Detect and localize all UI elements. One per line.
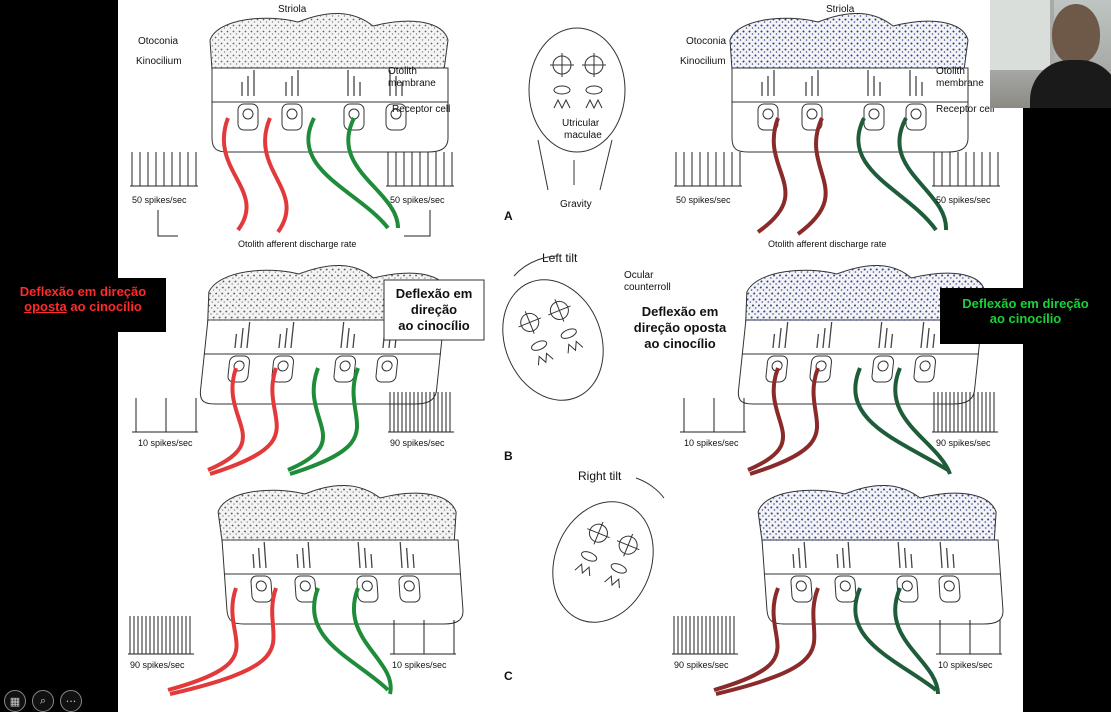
rate-label-b-right-panel-right: 90 spikes/sec: [936, 438, 991, 448]
kinocilium-label-right: Kinocilium: [680, 56, 726, 67]
callout-green-line-1: Deflexão em direção: [962, 296, 1089, 311]
callout-box-line-1: Deflexão em: [396, 286, 473, 301]
grid-icon[interactable]: ▦: [4, 690, 26, 712]
spike-train-a-right-2: [674, 152, 1000, 187]
spike-train-a-right: [386, 152, 454, 187]
callout-box-line-3: ao cinocílio: [398, 318, 470, 333]
organ-c-left: [215, 484, 465, 625]
receptor-cell-label: Receptor cell: [392, 104, 450, 115]
membrane-label: membrane: [388, 78, 436, 89]
kinocilium-label: Kinocilium: [136, 56, 182, 67]
webcam-thumbnail: [990, 0, 1111, 108]
mid-callout-line-1: Deflexão em: [642, 304, 719, 319]
striola-label-right: Striola: [826, 4, 855, 15]
nerve-fibers-b-right: [747, 367, 952, 476]
rate-label-c-right-panel-left: 90 spikes/sec: [674, 660, 729, 670]
organ-a-left: [209, 12, 449, 153]
left-tilt-label: Left tilt: [542, 251, 578, 265]
mid-callout-line-3: ao cinocílio: [644, 336, 716, 351]
spike-train-b-right: [388, 392, 454, 433]
callout-red-line-2: oposta ao cinocílio: [0, 299, 166, 314]
callout-red: Deflexão em direção oposta ao cinocílio: [0, 278, 166, 332]
callout-green: Deflexão em direção ao cinocílio: [940, 288, 1111, 344]
organ-b-right: [734, 264, 989, 405]
spike-train-c-left: [128, 616, 456, 655]
organ-c-right: [755, 484, 1005, 625]
utricular-label: Utricular: [562, 118, 600, 129]
callout-red-rest: ao cinocílio: [66, 299, 142, 314]
right-tilt-label: Right tilt: [578, 469, 622, 483]
callout-box: [383, 279, 485, 341]
callout-box-line-2: direção: [411, 302, 457, 317]
nerve-fibers-c-left: [167, 587, 393, 696]
nerve-fibers-a-left: [221, 117, 400, 234]
otolith-label: Otolith: [388, 66, 417, 77]
slide: 50 spikes/sec 50 spikes/sec Otolith affe…: [118, 0, 1023, 712]
rate-label-b-right-panel-left: 10 spikes/sec: [684, 438, 739, 448]
otoconia-label-right: Otoconia: [686, 36, 726, 47]
receptor-cell-label-right: Receptor cell: [936, 104, 994, 115]
nerve-fibers-a-right: [756, 117, 949, 236]
more-icon[interactable]: ···: [60, 690, 82, 712]
rate-label-a-right-panel-left: 50 spikes/sec: [676, 195, 731, 205]
maculae-label: maculae: [564, 130, 602, 141]
otolith-label-right: Otolith: [936, 66, 965, 77]
organ-a-right: [729, 12, 969, 153]
panel-letter-b: B: [504, 449, 513, 463]
rate-label-a-right-panel-right: 50 spikes/sec: [936, 195, 991, 205]
membrane-label-right: membrane: [936, 78, 984, 89]
striola-label: Striola: [278, 4, 307, 15]
rate-label-c-right: 10 spikes/sec: [392, 660, 447, 670]
rate-label-c-left: 90 spikes/sec: [130, 660, 185, 670]
rate-label-c-right-panel-right: 10 spikes/sec: [938, 660, 993, 670]
head-diagram-b: [484, 264, 622, 416]
panel-letter-a: A: [504, 209, 513, 223]
webcam-window: [990, 0, 1054, 70]
nerve-fibers-b-left: [207, 367, 360, 476]
rate-label-a-right: 50 spikes/sec: [390, 195, 445, 205]
callout-green-line-2: ao cinocílio: [989, 311, 1062, 326]
nerve-fibers-c-right: [713, 587, 940, 696]
head-diagram-c: [534, 486, 672, 638]
otoconia-label: Otoconia: [138, 36, 178, 47]
ocular-label: Ocular: [624, 270, 654, 281]
spike-train-b-right-panel: [680, 392, 998, 433]
callout-red-underlined: oposta: [24, 299, 67, 314]
meeting-toolbar: ▦ ⌕ ···: [0, 690, 82, 712]
rate-label-b-left: 10 spikes/sec: [138, 438, 193, 448]
webcam-person: [1052, 4, 1100, 64]
rate-arrows-a: [157, 210, 431, 237]
counterroll-label: counterroll: [624, 282, 671, 293]
afferent-rate-label-a: Otolith afferent discharge rate: [238, 239, 356, 249]
gravity-label: Gravity: [560, 199, 592, 210]
rate-label-b-right: 90 spikes/sec: [390, 438, 445, 448]
afferent-rate-label-a-right: Otolith afferent discharge rate: [768, 239, 886, 249]
mid-callout-line-2: direção oposta: [634, 320, 727, 335]
spike-train-a-left: [130, 152, 198, 187]
panel-letter-c: C: [504, 669, 513, 683]
spike-train-c-right: [672, 616, 1002, 655]
spike-train-b-left: [132, 398, 198, 433]
rate-label-a-left: 50 spikes/sec: [132, 195, 187, 205]
zoom-icon[interactable]: ⌕: [32, 690, 54, 712]
callout-red-line-1: Deflexão em direção: [19, 284, 147, 299]
